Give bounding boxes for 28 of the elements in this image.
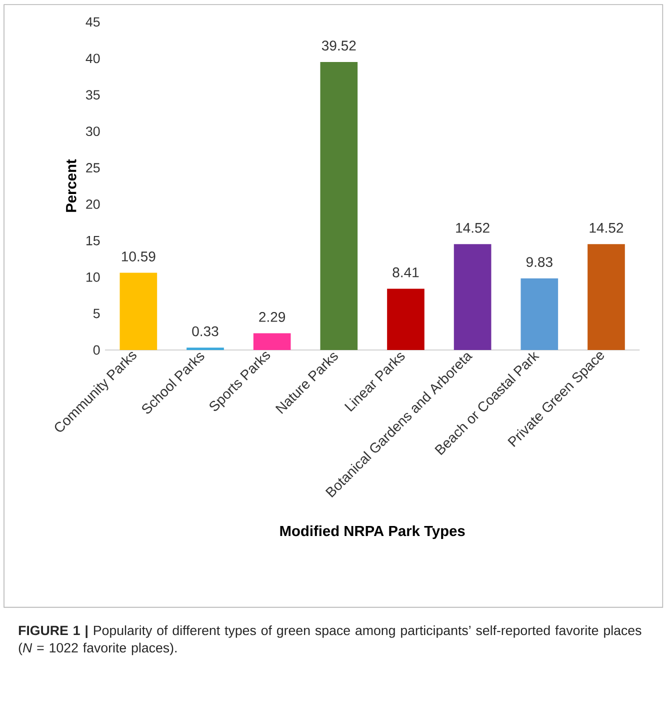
y-tick-label: 25: [86, 163, 100, 172]
y-tick-label: 10: [86, 272, 100, 282]
bar: [520, 278, 558, 350]
bar: [588, 244, 626, 350]
y-tick-label: 35: [86, 90, 100, 100]
y-tick-label: 20: [86, 200, 100, 209]
data-label: 39.52: [322, 40, 356, 51]
data-label: 8.41: [392, 267, 419, 278]
data-label: 9.83: [526, 257, 553, 267]
data-label: 14.52: [456, 222, 490, 233]
data-label: 2.29: [259, 312, 286, 322]
x-axis-title: Modified NRPA Park Types: [280, 525, 465, 540]
bar: [254, 333, 291, 350]
y-axis-title: Percent: [66, 159, 76, 212]
bar: [120, 272, 158, 350]
data-label: 10.59: [122, 252, 156, 262]
bar: [320, 62, 358, 350]
y-tick-label: 30: [86, 126, 100, 136]
y-tick-label: 5: [94, 308, 100, 318]
y-tick-label: 0: [94, 345, 100, 355]
data-label: 0.33: [192, 326, 218, 336]
y-tick-label: 15: [86, 236, 100, 246]
y-tick-label: 45: [86, 17, 100, 27]
text: FIGURE 1 | Popularity of different types of green space among participants’ self-reported favorite places (N = 1022 favorite places).: [19, 625, 642, 656]
data-label: 14.52: [590, 222, 624, 233]
bar: [454, 244, 492, 350]
bar: [387, 288, 425, 350]
y-tick-label: 40: [86, 54, 100, 64]
